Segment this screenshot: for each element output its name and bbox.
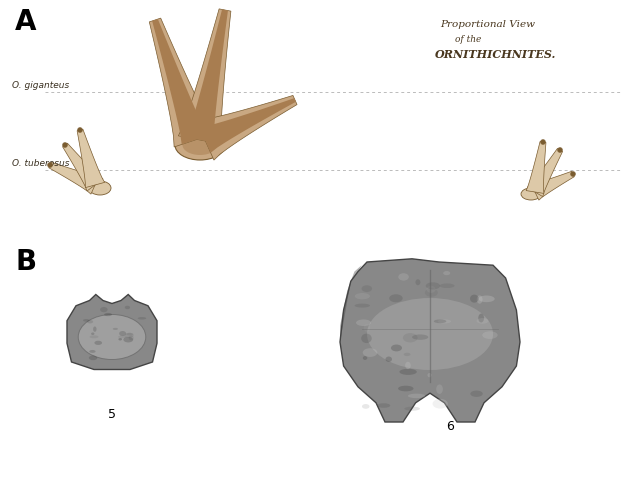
Ellipse shape [434, 320, 446, 323]
Ellipse shape [425, 288, 438, 297]
Ellipse shape [415, 279, 420, 285]
Ellipse shape [479, 296, 495, 302]
Ellipse shape [403, 333, 417, 342]
Ellipse shape [362, 285, 372, 292]
Polygon shape [63, 143, 103, 191]
Ellipse shape [444, 271, 450, 275]
Ellipse shape [113, 328, 118, 330]
Polygon shape [67, 295, 157, 370]
Ellipse shape [90, 336, 99, 338]
Ellipse shape [355, 304, 370, 308]
Ellipse shape [363, 348, 378, 357]
Ellipse shape [47, 163, 52, 168]
Ellipse shape [477, 318, 488, 324]
Ellipse shape [356, 319, 371, 326]
Ellipse shape [557, 147, 563, 153]
Ellipse shape [124, 337, 133, 342]
Polygon shape [526, 142, 546, 193]
Ellipse shape [477, 295, 483, 304]
Ellipse shape [521, 188, 541, 200]
Text: O. tuberosus: O. tuberosus [12, 159, 70, 168]
Ellipse shape [399, 369, 417, 375]
Ellipse shape [118, 338, 122, 340]
Ellipse shape [377, 403, 390, 408]
Ellipse shape [470, 391, 483, 397]
Ellipse shape [426, 282, 440, 289]
Ellipse shape [129, 336, 134, 340]
Ellipse shape [405, 362, 411, 369]
Text: A: A [15, 8, 36, 36]
Ellipse shape [426, 286, 436, 293]
Ellipse shape [125, 306, 130, 309]
Polygon shape [340, 265, 362, 342]
Polygon shape [149, 18, 216, 147]
Ellipse shape [389, 294, 403, 302]
Ellipse shape [182, 135, 218, 155]
Text: O. giganteus: O. giganteus [12, 81, 69, 90]
Ellipse shape [428, 373, 431, 377]
Ellipse shape [89, 181, 111, 195]
Ellipse shape [125, 333, 134, 337]
Polygon shape [186, 10, 228, 143]
Text: 6: 6 [446, 420, 454, 433]
Polygon shape [340, 259, 520, 422]
Ellipse shape [118, 336, 127, 338]
Ellipse shape [100, 307, 108, 312]
Ellipse shape [93, 326, 97, 332]
Text: Proportional View: Proportional View [440, 20, 535, 29]
Ellipse shape [483, 331, 498, 339]
Ellipse shape [570, 171, 575, 177]
Polygon shape [152, 19, 208, 144]
Ellipse shape [436, 384, 443, 394]
Ellipse shape [355, 293, 370, 300]
Ellipse shape [95, 341, 102, 345]
Ellipse shape [89, 356, 97, 360]
Ellipse shape [412, 335, 428, 340]
Ellipse shape [363, 356, 367, 360]
Ellipse shape [478, 313, 484, 323]
Text: of the: of the [455, 35, 481, 44]
Polygon shape [49, 162, 99, 194]
Ellipse shape [408, 394, 426, 398]
Polygon shape [196, 96, 297, 160]
Text: 5: 5 [108, 408, 116, 421]
Ellipse shape [77, 128, 83, 132]
Text: ORNITHICHNITES.: ORNITHICHNITES. [435, 49, 556, 60]
Ellipse shape [361, 334, 372, 343]
Ellipse shape [126, 333, 133, 336]
Polygon shape [199, 98, 296, 153]
Ellipse shape [404, 353, 410, 356]
Ellipse shape [391, 345, 402, 351]
Ellipse shape [398, 386, 413, 391]
Ellipse shape [385, 357, 392, 362]
Ellipse shape [78, 314, 146, 360]
Ellipse shape [404, 407, 420, 411]
Polygon shape [77, 129, 105, 188]
Ellipse shape [362, 404, 369, 409]
Text: B: B [15, 248, 36, 276]
Ellipse shape [398, 273, 409, 281]
Polygon shape [531, 171, 574, 200]
Ellipse shape [83, 319, 90, 322]
Ellipse shape [367, 298, 493, 370]
Ellipse shape [438, 319, 451, 324]
Ellipse shape [470, 295, 479, 303]
Ellipse shape [91, 333, 95, 335]
Ellipse shape [541, 140, 545, 144]
Ellipse shape [104, 313, 112, 316]
Ellipse shape [364, 324, 370, 332]
Polygon shape [179, 9, 231, 144]
Ellipse shape [89, 350, 95, 353]
Polygon shape [527, 148, 563, 197]
Ellipse shape [87, 320, 93, 324]
Ellipse shape [63, 143, 67, 147]
Ellipse shape [440, 284, 454, 288]
Ellipse shape [119, 331, 126, 336]
Ellipse shape [175, 130, 225, 160]
Ellipse shape [138, 317, 146, 320]
Ellipse shape [433, 399, 448, 408]
